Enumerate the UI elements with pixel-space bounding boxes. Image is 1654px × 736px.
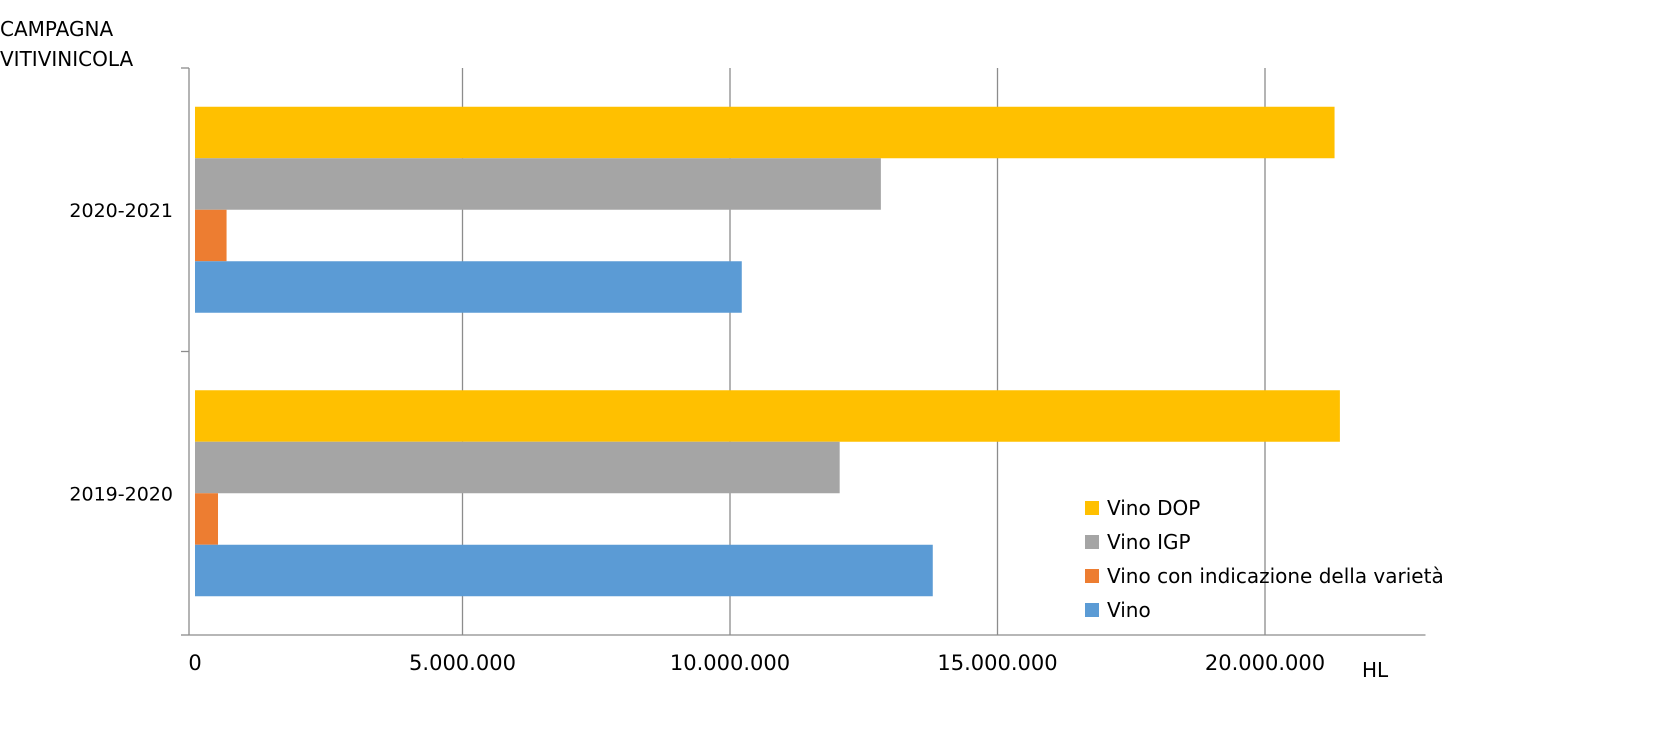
x-tick-label: 5.000.000 — [409, 651, 516, 675]
y-axis-title-line-2: VITIVINICOLA — [0, 47, 133, 71]
x-tick-label: 0 — [188, 651, 201, 675]
legend-swatch — [1085, 535, 1099, 549]
x-tick-label: 15.000.000 — [937, 651, 1057, 675]
axes — [181, 67, 1426, 636]
bar — [195, 390, 1340, 442]
legend-swatch — [1085, 501, 1099, 515]
bar — [195, 441, 840, 494]
legend: Vino DOP Vino IGP Vino con indicazione del… — [1085, 496, 1444, 622]
legend-label: Vino con indicazione della varietà — [1107, 564, 1444, 588]
legend-swatch — [1085, 603, 1099, 617]
y-axis-title-line-1: CAMPAGNA — [0, 17, 113, 41]
labels: CAMPAGNA VITIVINICOLA HL 0 5.000.000 10.00… — [0, 17, 1389, 682]
bar — [195, 261, 742, 313]
bars — [195, 106, 1340, 597]
x-axis-unit-label: HL — [1362, 658, 1389, 682]
bar — [195, 106, 1335, 159]
bar — [195, 544, 933, 597]
legend-label: Vino IGP — [1107, 530, 1191, 554]
x-tick-label: 10.000.000 — [670, 651, 790, 675]
bar — [195, 493, 219, 545]
legend-label: Vino — [1107, 598, 1151, 622]
bar — [195, 158, 881, 210]
category-label: 2019-2020 — [69, 483, 173, 505]
bar — [195, 209, 227, 262]
x-tick-label: 20.000.000 — [1205, 651, 1325, 675]
category-label: 2020-2021 — [69, 200, 173, 222]
legend-label: Vino DOP — [1107, 496, 1200, 520]
legend-swatch — [1085, 569, 1099, 583]
